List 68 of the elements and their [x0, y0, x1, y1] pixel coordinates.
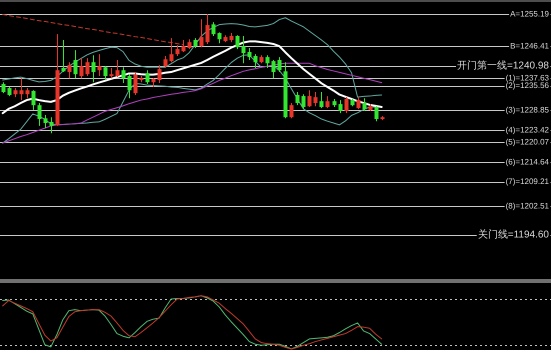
candlestick	[254, 54, 258, 69]
candlestick	[200, 18, 204, 48]
candlestick	[14, 88, 18, 98]
candlestick	[98, 54, 102, 77]
y-tick-label: 开门第一线=1240.98	[457, 59, 550, 72]
candlestick	[212, 22, 216, 36]
candlestick	[8, 86, 12, 97]
line-series	[2, 17, 382, 98]
candlestick	[296, 92, 300, 106]
candlestick	[248, 47, 252, 61]
candlestick	[146, 70, 150, 85]
candlestick	[44, 114, 48, 129]
candlestick	[344, 96, 348, 114]
candlestick	[170, 38, 174, 63]
candlestick	[218, 32, 222, 44]
candlestick	[272, 60, 276, 79]
candlestick	[158, 64, 162, 84]
candlestick	[26, 88, 30, 99]
candlestick	[86, 58, 90, 77]
candlestick	[38, 102, 42, 126]
candlestick	[206, 14, 210, 44]
candlestick	[110, 68, 114, 79]
candlestick	[104, 66, 108, 81]
candlestick	[2, 82, 6, 94]
y-tick-label: B=1246.41	[510, 42, 550, 51]
line-series	[2, 14, 184, 46]
candlestick	[314, 92, 318, 107]
y-tick-label: (4)=1223.42	[506, 125, 550, 134]
candlestick	[278, 56, 282, 73]
candlestick	[266, 54, 270, 69]
candlestick	[134, 72, 138, 96]
candlestick	[80, 58, 84, 79]
candlestick	[302, 94, 306, 110]
candlestick	[242, 35, 246, 64]
candlestick	[20, 78, 24, 101]
candlestick	[92, 54, 96, 83]
candlestick	[308, 90, 312, 108]
y-tick-label: (6)=1214.64	[506, 157, 550, 166]
y-tick-label: A=1255.19	[510, 10, 550, 19]
candlestick	[338, 100, 342, 114]
candlestick	[164, 56, 168, 69]
candlestick	[290, 102, 294, 119]
y-tick-label: (8)=1202.51	[506, 202, 550, 211]
candlestick	[32, 90, 36, 110]
candlestick	[74, 50, 78, 79]
candlestick	[194, 38, 198, 48]
candlestick	[122, 66, 126, 84]
candlestick	[62, 39, 66, 73]
y-tick-label: 关门线=1194.60	[478, 228, 550, 240]
candlestick	[116, 60, 120, 78]
candlestick	[188, 38, 192, 50]
candlestick	[320, 92, 324, 109]
candlestick	[374, 106, 378, 122]
candlestick	[182, 39, 186, 52]
y-tick-label: (3)=1228.85	[506, 106, 550, 115]
y-tick-label: (5)=1220.07	[506, 138, 550, 147]
candlestick	[356, 96, 360, 110]
candlestick	[236, 34, 240, 50]
y-tick-label: (1)=1237.63	[506, 74, 550, 83]
candlestick	[128, 74, 132, 99]
candlestick	[50, 116, 54, 134]
y-tick-label: (7)=1209.21	[506, 177, 550, 186]
y-tick-label: (2)=1235.56	[506, 81, 550, 90]
candlestick	[362, 98, 366, 112]
candlestick	[326, 96, 330, 109]
candlestick	[68, 62, 72, 79]
candlestick	[176, 44, 180, 56]
candlestick	[230, 32, 234, 43]
